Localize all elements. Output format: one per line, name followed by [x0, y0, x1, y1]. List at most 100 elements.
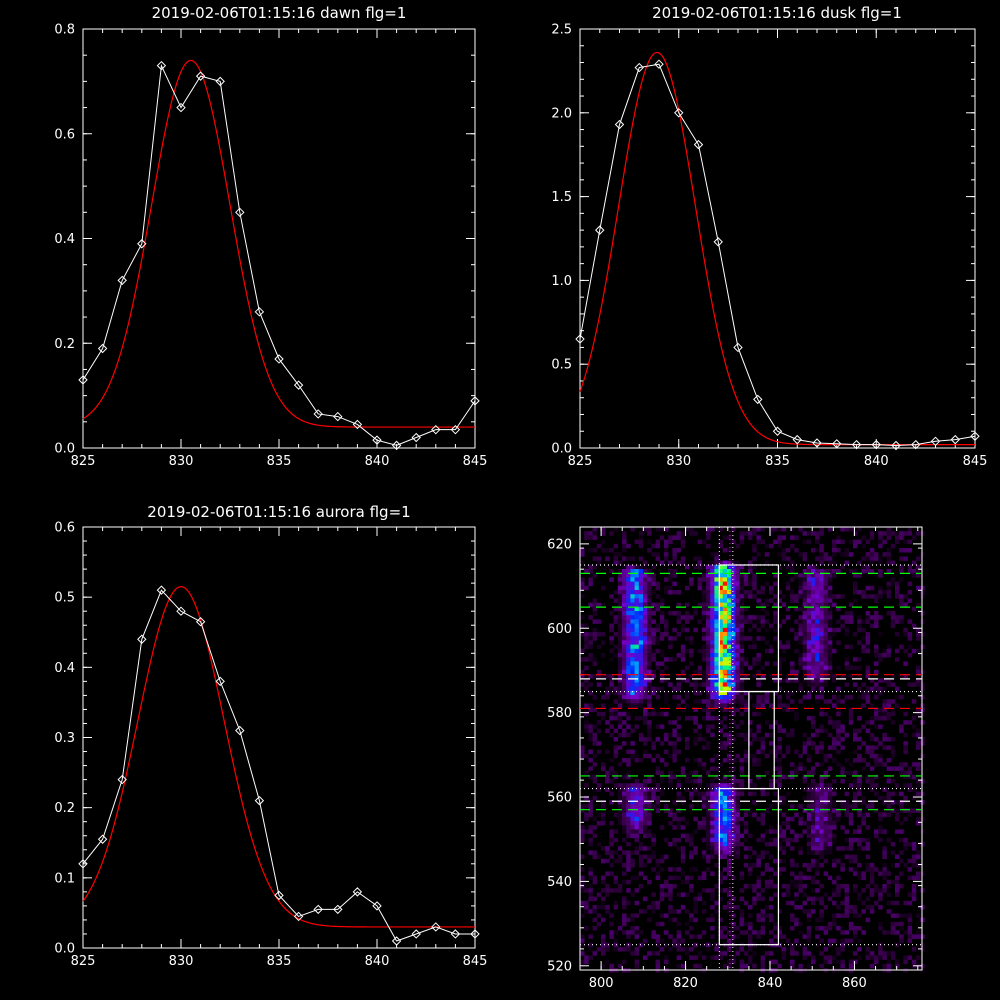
heatmap-cell — [622, 787, 627, 792]
heatmap-cell — [731, 905, 736, 910]
heatmap-cell — [655, 648, 661, 654]
heatmap-cell — [844, 837, 850, 843]
heatmap-cell — [773, 934, 778, 939]
heatmap-cell — [743, 854, 749, 860]
heatmap-cell — [773, 539, 778, 545]
heatmap-cell — [798, 606, 803, 612]
heatmap-cell — [781, 833, 787, 839]
heatmap-cell — [710, 913, 715, 918]
heatmap-cell — [588, 636, 593, 641]
heatmap-cell — [655, 724, 661, 729]
heatmap-cell — [819, 791, 824, 797]
heatmap-cell — [819, 850, 824, 855]
heatmap-cell — [739, 598, 745, 603]
heatmap-cell — [668, 539, 673, 545]
heatmap-cell — [609, 770, 614, 776]
heatmap-cell — [655, 556, 661, 561]
heatmap-cell — [806, 829, 812, 834]
heatmap-cell — [580, 632, 585, 637]
heatmap-cell — [907, 636, 913, 641]
heatmap-cell — [869, 703, 875, 708]
heatmap-cell — [764, 732, 770, 738]
heatmap-cell — [790, 829, 795, 834]
heatmap-cell — [756, 627, 761, 633]
heatmap-cell — [764, 842, 770, 847]
heatmap-cell — [802, 640, 808, 645]
heatmap-cell — [580, 888, 585, 893]
heatmap-cell — [622, 682, 627, 687]
heatmap-cell — [806, 850, 812, 855]
heatmap-cell — [907, 783, 913, 788]
heatmap-cell — [739, 640, 745, 645]
heatmap-cell — [899, 770, 904, 776]
heatmap-cell — [840, 947, 845, 952]
heatmap-cell — [710, 934, 715, 939]
heatmap-cell — [790, 804, 795, 809]
heatmap-cell — [790, 661, 795, 666]
heatmap-cell — [727, 623, 732, 629]
heatmap-cell — [622, 947, 627, 952]
heatmap-cell — [727, 732, 732, 738]
heatmap-cell — [840, 737, 845, 742]
heatmap-cell — [819, 560, 824, 566]
heatmap-cell — [697, 564, 703, 570]
heatmap-cell — [840, 674, 845, 679]
heatmap-cell — [634, 678, 640, 683]
heatmap-cell — [827, 875, 833, 881]
heatmap-cell — [668, 867, 673, 872]
heatmap-cell — [882, 762, 887, 767]
heatmap-cell — [823, 669, 829, 675]
heatmap-cell — [668, 732, 673, 738]
heatmap-cell — [748, 619, 753, 624]
heatmap-cell — [710, 850, 715, 855]
heatmap-cell — [592, 879, 598, 885]
heatmap-cell — [832, 703, 837, 708]
heatmap-cell — [689, 615, 694, 620]
heatmap-cell — [748, 732, 753, 738]
heatmap-cell — [811, 619, 816, 624]
heatmap-cell — [882, 800, 887, 805]
heatmap-cell — [617, 711, 623, 717]
image-ytick-label: 600 — [547, 622, 572, 637]
heatmap-cell — [588, 766, 593, 771]
heatmap-cell — [903, 711, 908, 717]
heatmap-cell — [718, 661, 724, 666]
heatmap-cell — [701, 606, 707, 612]
heatmap-cell — [617, 653, 623, 658]
heatmap-cell — [743, 951, 749, 956]
heatmap-cell — [760, 888, 766, 893]
heatmap-cell — [659, 858, 665, 864]
heatmap-cell — [752, 577, 757, 582]
heatmap-cell — [777, 644, 782, 650]
heatmap-cell — [743, 690, 749, 696]
heatmap-cell — [609, 829, 614, 834]
heatmap-cell — [882, 552, 887, 557]
heatmap-cell — [634, 959, 640, 965]
heatmap-cell — [785, 644, 791, 650]
heatmap-cell — [731, 594, 736, 599]
heatmap-cell — [638, 585, 644, 591]
heatmap-cell — [798, 846, 803, 851]
heatmap-cell — [634, 888, 640, 893]
heatmap-cell — [819, 623, 824, 629]
heatmap-cell — [823, 833, 829, 839]
heatmap-cell — [815, 581, 820, 587]
dawn-data-point — [450, 424, 461, 435]
heatmap-cell — [857, 926, 862, 931]
heatmap-cell — [722, 657, 728, 662]
heatmap-cell — [794, 921, 799, 927]
heatmap-cell — [823, 787, 829, 792]
dusk-ytick-label: 1.0 — [551, 274, 572, 289]
heatmap-cell — [798, 804, 803, 809]
heatmap-cell — [668, 884, 673, 889]
heatmap-cell — [630, 527, 635, 532]
heatmap-cell — [676, 791, 682, 797]
heatmap-cell — [701, 707, 707, 713]
heatmap-cell — [706, 564, 711, 570]
heatmap-cell — [911, 569, 917, 574]
heatmap-cell — [911, 560, 917, 566]
heatmap-cell — [806, 690, 812, 696]
heatmap-cell — [806, 573, 812, 578]
heatmap-cell — [722, 581, 728, 587]
heatmap-cell — [916, 955, 921, 960]
